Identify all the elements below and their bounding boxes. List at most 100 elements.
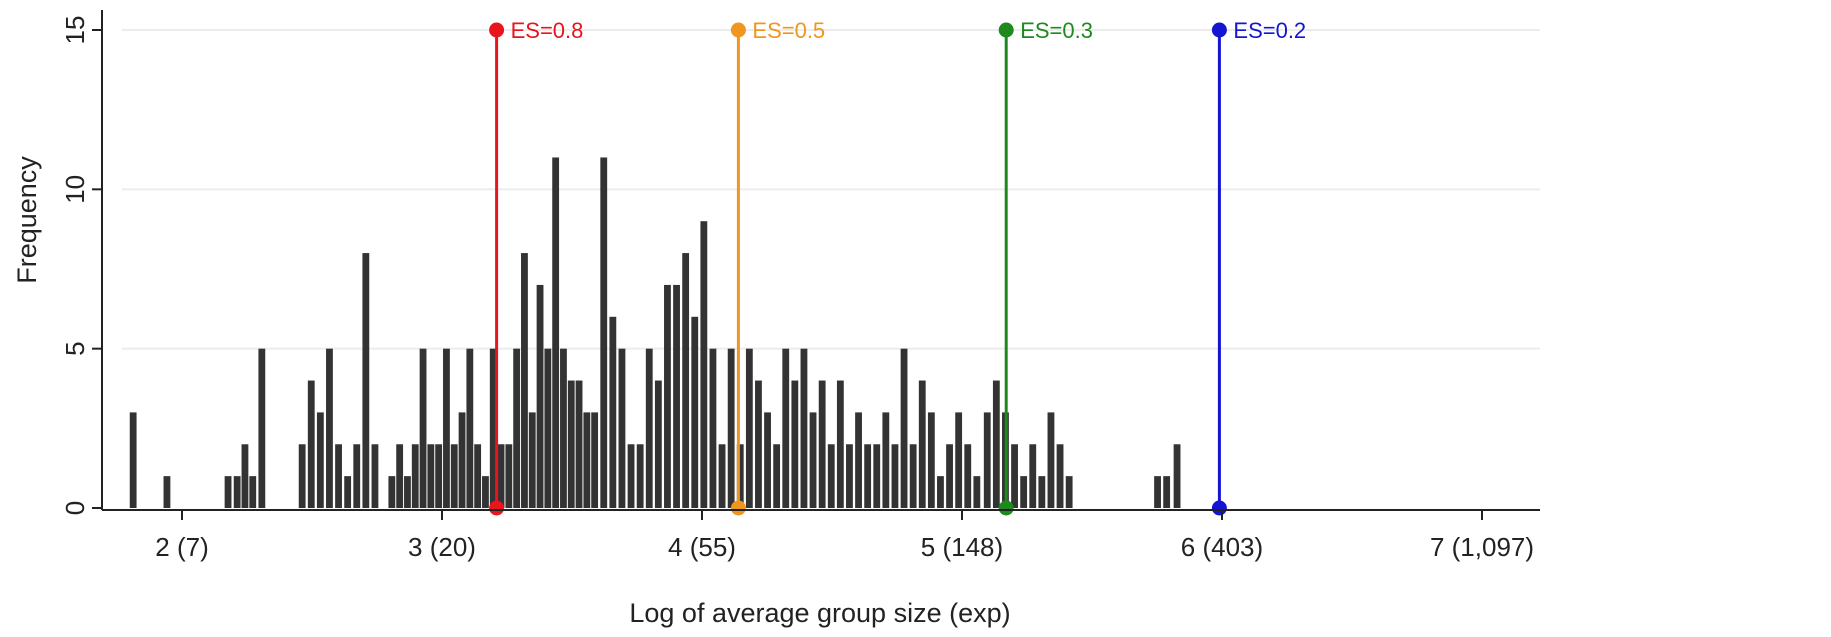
histogram-bar [791,380,799,508]
histogram-bar [909,444,917,508]
histogram-bar [371,444,379,508]
histogram-bar [691,316,699,508]
histogram-bar [163,476,171,508]
histogram-bar [636,444,644,508]
histogram-bar [609,316,617,508]
histogram-bar [249,476,257,508]
histogram-bar [1029,444,1037,508]
histogram-bar [505,444,513,508]
effect-size-reference-lines: ES=0.8 ES=0.5 ES=0.3 ES=0.2 [489,18,1306,516]
histogram-bar [654,380,662,508]
histogram-bar [745,348,753,508]
histogram-bar [809,412,817,508]
x-tick-label: 3 (20) [408,532,476,562]
histogram-bar [664,284,671,508]
x-tick-label: 4 (55) [668,532,736,562]
histogram-bar [882,412,890,508]
reference-label: ES=0.5 [752,18,825,43]
reference-marker-bottom [730,500,746,516]
histogram-bar [946,444,953,508]
histogram-bar [827,444,835,508]
histogram-bar [645,348,653,508]
axes: 0 5 10 15 2 (7) 3 (20) 4 (55) 5 (148) 6 (403) 7 (… [60,10,1540,562]
reference-marker-bottom [489,500,505,516]
histogram-bar [224,476,232,508]
histogram-bar [521,253,528,508]
histogram-bar [427,444,435,508]
histogram-bar [782,348,790,508]
y-tick-label: 0 [60,501,90,515]
histogram-bar [992,380,1000,508]
histogram-bar [396,444,404,508]
histogram-bar [709,348,717,508]
histogram-bar [544,348,552,508]
histogram-bar [755,380,762,508]
histogram-bar [1056,444,1064,508]
histogram-bar [583,412,591,508]
histogram-bar [864,444,872,508]
histogram-bar [298,444,306,508]
histogram-bar [552,157,560,508]
histogram-bar [344,476,352,508]
histogram-bar [335,444,342,508]
histogram-bar [1020,476,1028,508]
histogram-bar [258,348,266,508]
histogram-bar [846,444,853,508]
y-tick-label: 10 [60,175,90,204]
x-tick-label: 7 (1,097) [1430,532,1534,562]
histogram-bar [241,444,249,508]
histogram-bar [937,476,944,508]
histogram-bar [443,348,450,508]
histogram-bar [1173,444,1181,508]
histogram-bar [818,380,826,508]
histogram-bar [1011,444,1018,508]
histogram-bar [718,444,726,508]
histogram-bar [773,444,781,508]
histogram-bar [682,253,690,508]
histogram-bar [489,348,497,508]
histogram-bar [129,412,137,508]
histogram-bar [700,221,708,508]
histogram-bar [627,444,635,508]
histogram-bar [419,348,427,508]
histogram-bar [1065,476,1073,508]
histogram-bar [1154,476,1161,508]
histogram-bar [466,348,474,508]
reference-marker-bottom [998,500,1014,516]
reference-marker-top [1211,22,1227,38]
x-tick-label: 6 (403) [1181,532,1263,562]
histogram-bar [891,444,899,508]
histogram-bar [764,412,771,508]
reference-marker-top [730,22,746,38]
histogram-bar [316,412,324,508]
x-tick-label: 5 (148) [921,532,1003,562]
histogram-bar [362,253,370,508]
reference-marker-bottom [1211,500,1227,516]
reference-label: ES=0.8 [511,18,584,43]
histogram-bar [918,380,926,508]
histogram-bar [927,412,935,508]
histogram-bar [900,348,908,508]
histogram-bar [353,444,361,508]
gridlines [122,29,1540,350]
histogram-bar [983,412,991,508]
histogram-bar [964,444,972,508]
reference-label: ES=0.3 [1020,18,1093,43]
histogram-bar [955,412,963,508]
histogram-bar [591,412,599,508]
histogram-bar [458,412,466,508]
histogram-bar [497,444,505,508]
reference-marker-top [489,22,505,38]
histogram-bar [567,380,575,508]
histogram-bar [435,444,443,508]
x-tick-label: 2 (7) [155,532,208,562]
histogram-bar [836,380,844,508]
histogram-bar [388,476,396,508]
histogram-bar [1163,476,1171,508]
histogram-bar [600,157,608,508]
reference-marker-top [998,22,1014,38]
histogram-bar [1038,476,1046,508]
histogram-bar [474,444,482,508]
y-tick-label: 15 [60,16,90,45]
